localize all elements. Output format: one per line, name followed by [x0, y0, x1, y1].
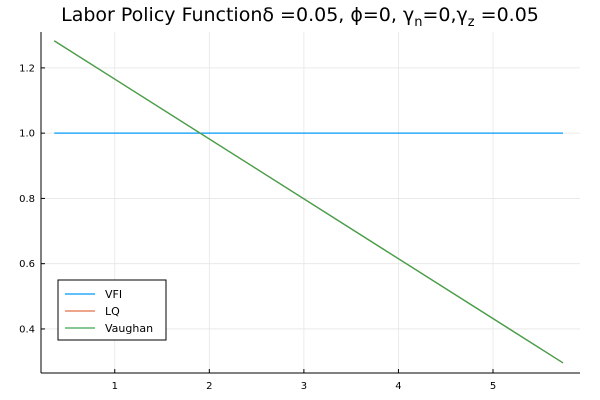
y-tick-label: 0.8: [19, 194, 35, 205]
chart-title-tail: =0.05: [475, 4, 539, 26]
chart-title-sub-z: z: [468, 15, 475, 30]
legend-label-lq: LQ: [105, 305, 120, 318]
x-tick-label: 5: [490, 381, 496, 392]
chart-title-params: δ =0.05, ϕ=0, γ: [262, 4, 414, 26]
axes: 1 2 3 4 5 0.4 0.6 0.8 1.0 1.2: [19, 32, 580, 392]
legend-label-vfi: VFI: [105, 288, 122, 301]
y-tick-label: 1.2: [19, 63, 35, 74]
x-tick-label: 2: [206, 381, 212, 392]
legend-box: [57, 279, 167, 341]
y-tick-label: 0.4: [19, 324, 35, 335]
plot-series: [53, 40, 564, 364]
x-tick-label: 4: [395, 381, 401, 392]
legend: VFI LQ Vaughan: [57, 279, 167, 341]
x-tick-label: 1: [112, 381, 118, 392]
chart-title-sub-n: n: [414, 15, 422, 30]
y-tick-label: 0.6: [19, 259, 35, 270]
legend-label-vaughan: Vaughan: [105, 322, 153, 335]
y-tick-label: 1.0: [19, 129, 35, 140]
chart-title: Labor Policy Functionδ =0.05, ϕ=0, γn=0,…: [61, 4, 539, 30]
x-tick-label: 3: [301, 381, 307, 392]
chart-title-main: Labor Policy Function: [61, 4, 262, 26]
series-line-vaughan: [53, 40, 564, 364]
chart-title-mid: =0,γ: [422, 4, 467, 26]
